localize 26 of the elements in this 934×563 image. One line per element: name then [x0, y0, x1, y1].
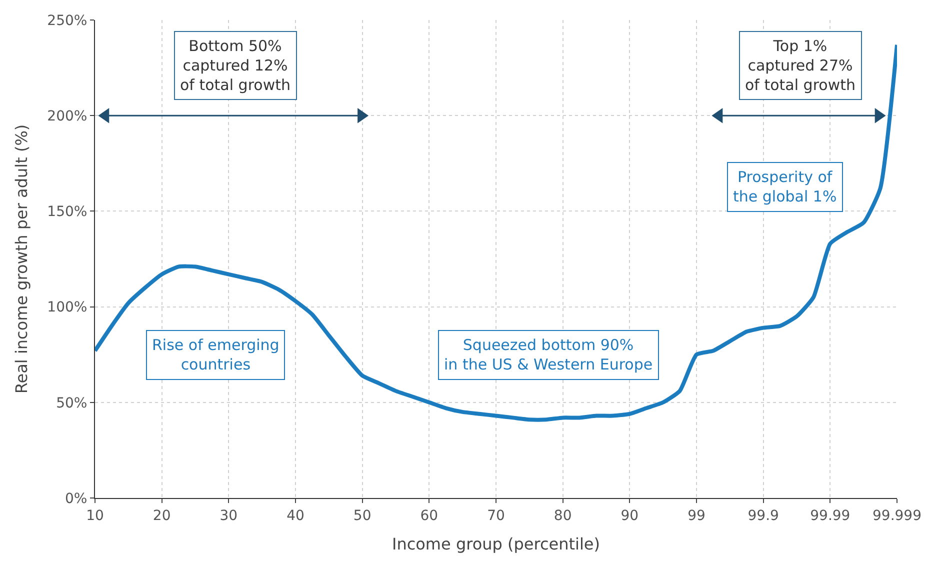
y-axis-title: Real income growth per adult (%)	[12, 124, 32, 394]
annotation: Squeezed bottom 90% in the US & Western Europe	[444, 336, 653, 374]
x-tick-label: 60	[420, 508, 438, 524]
y-tick-label: 100%	[47, 300, 88, 316]
x-tick-label: 40	[286, 508, 304, 524]
x-tick-label: 90	[620, 508, 639, 524]
x-tick-label: 20	[152, 508, 171, 524]
x-tick-label: 99.999	[872, 508, 922, 524]
x-tick-label: 80	[554, 508, 572, 524]
annotation: Bottom 50% captured 12% of total growth	[180, 37, 290, 94]
x-tick-label: 99	[688, 508, 706, 524]
annotation: Rise of emerging countries	[152, 336, 280, 374]
y-tick-label: 250%	[47, 12, 88, 29]
x-tick-label: 10	[86, 508, 104, 524]
annotation: Prosperity of the global 1%	[733, 168, 837, 206]
y-tick-label: 50%	[56, 395, 88, 412]
x-tick-label: 50	[353, 508, 372, 524]
y-tick-label: 200%	[47, 108, 88, 124]
y-tick-label: 0%	[64, 490, 88, 507]
x-tick-label: 30	[220, 508, 238, 524]
y-tick-label: 150%	[47, 204, 88, 220]
x-tick-label: 99.9	[748, 508, 779, 524]
x-tick-label: 99.99	[810, 508, 850, 524]
x-tick-label: 70	[487, 508, 505, 524]
x-axis-title: Income group (percentile)	[392, 534, 600, 554]
annotation: Top 1% captured 27% of total growth	[745, 37, 856, 94]
